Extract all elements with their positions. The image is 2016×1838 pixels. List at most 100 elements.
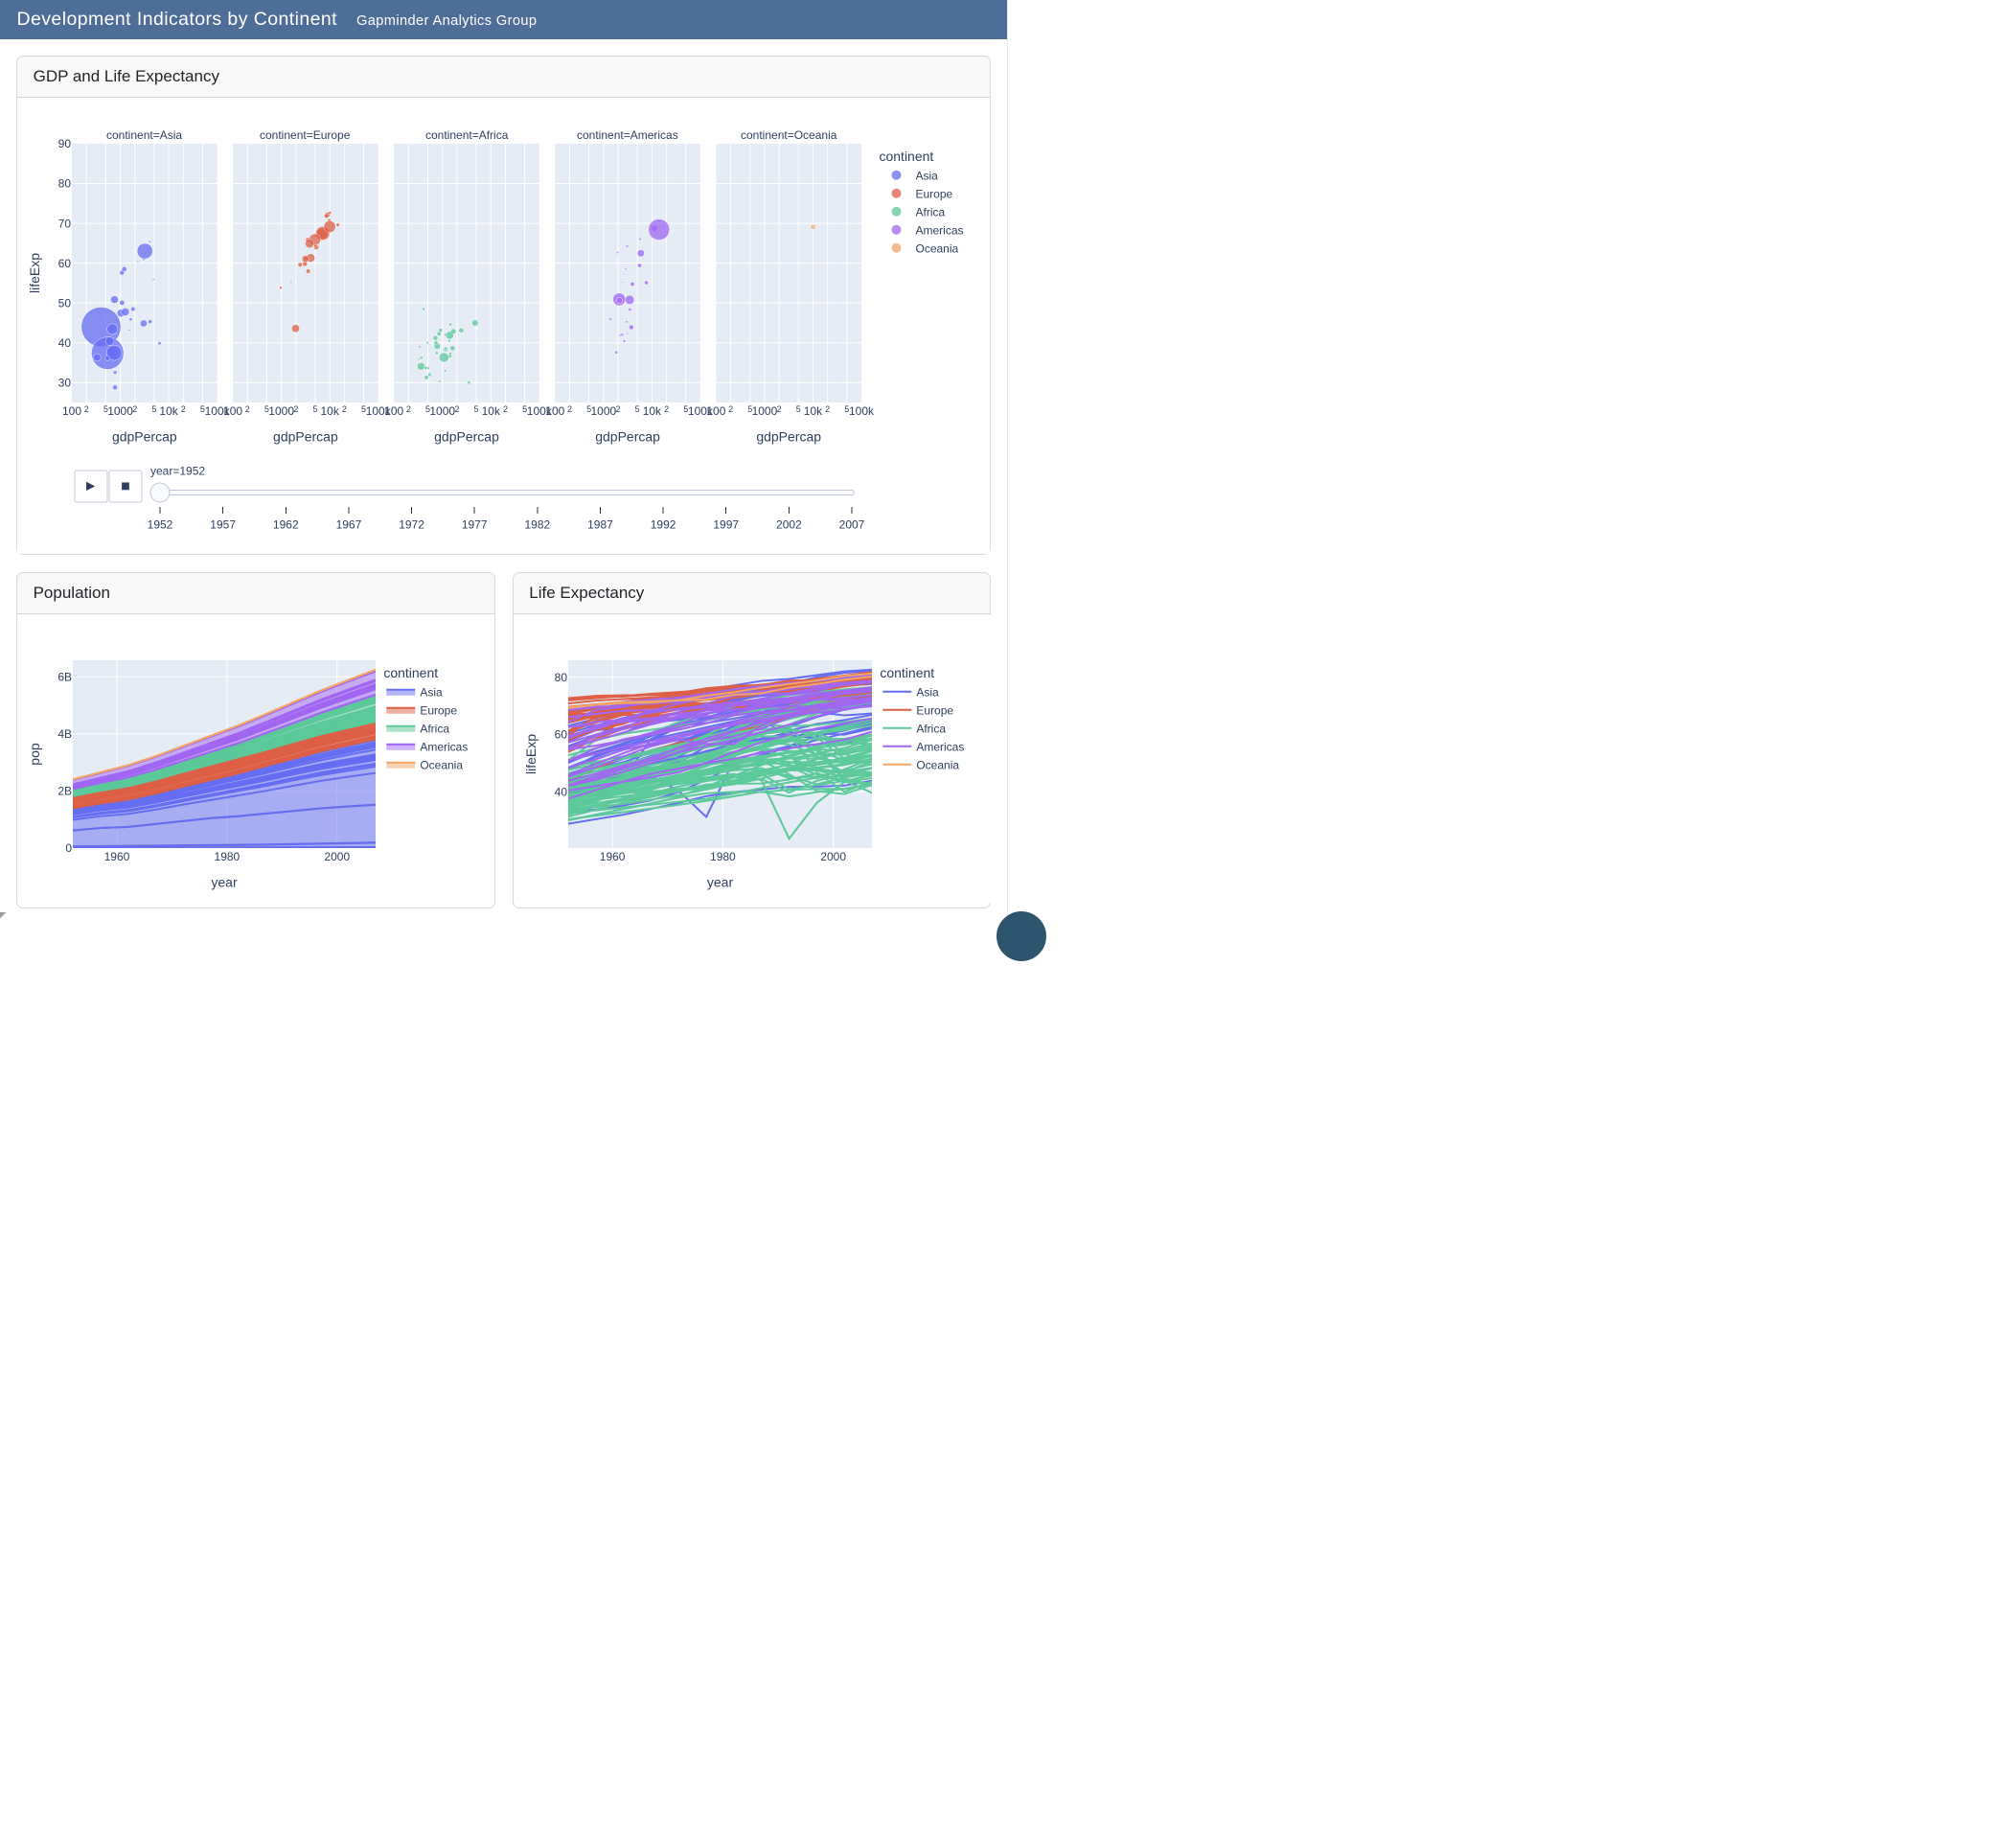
svg-text:2B: 2B: [57, 784, 72, 797]
svg-text:◼: ◼: [121, 479, 130, 493]
svg-text:1960: 1960: [599, 850, 625, 863]
svg-text:80: 80: [57, 177, 71, 191]
svg-text:continent: continent: [879, 149, 933, 164]
svg-text:2: 2: [245, 404, 250, 414]
svg-text:5: 5: [522, 404, 527, 414]
svg-text:2: 2: [503, 404, 508, 414]
svg-text:60: 60: [57, 257, 71, 270]
svg-text:5: 5: [683, 404, 688, 414]
svg-text:2: 2: [615, 404, 620, 414]
svg-text:Europe: Europe: [915, 187, 952, 200]
svg-text:5: 5: [151, 404, 156, 414]
svg-text:2: 2: [293, 404, 298, 414]
svg-text:Oceania: Oceania: [915, 241, 958, 255]
svg-text:5: 5: [103, 404, 108, 414]
svg-text:5: 5: [844, 404, 849, 414]
svg-text:50: 50: [57, 296, 71, 310]
svg-text:2: 2: [664, 404, 669, 414]
svg-text:Asia: Asia: [420, 685, 443, 699]
svg-text:5: 5: [473, 404, 478, 414]
svg-text:2: 2: [406, 404, 411, 414]
svg-text:1000: 1000: [107, 404, 133, 418]
svg-text:100: 100: [223, 404, 242, 418]
svg-text:1000: 1000: [429, 404, 455, 418]
svg-text:10k: 10k: [642, 404, 661, 418]
svg-text:Americas: Americas: [420, 740, 468, 753]
svg-text:40: 40: [57, 336, 71, 350]
svg-text:Oceania: Oceania: [916, 758, 959, 771]
svg-text:▶: ▶: [86, 479, 96, 493]
svg-text:year=1952: year=1952: [150, 465, 205, 478]
svg-text:4B: 4B: [57, 727, 72, 741]
svg-text:Oceania: Oceania: [420, 758, 463, 771]
svg-text:continent=Asia: continent=Asia: [106, 128, 182, 142]
svg-text:continent=Oceania: continent=Oceania: [741, 128, 837, 142]
svg-text:gdpPercap: gdpPercap: [112, 428, 177, 444]
svg-text:gdpPercap: gdpPercap: [595, 428, 660, 444]
svg-text:5: 5: [425, 404, 430, 414]
svg-text:Africa: Africa: [420, 722, 449, 735]
svg-text:gdpPercap: gdpPercap: [273, 428, 338, 444]
svg-text:100: 100: [384, 404, 403, 418]
svg-text:90: 90: [57, 137, 71, 150]
svg-text:5: 5: [264, 404, 269, 414]
svg-text:Asia: Asia: [915, 169, 938, 182]
svg-text:100k: 100k: [688, 404, 714, 418]
svg-text:6B: 6B: [57, 670, 72, 683]
svg-text:continent=Africa: continent=Africa: [425, 128, 509, 142]
svg-text:1000: 1000: [268, 404, 294, 418]
svg-text:5: 5: [586, 404, 591, 414]
svg-text:pop: pop: [27, 743, 42, 766]
svg-text:30: 30: [57, 376, 71, 389]
svg-text:2: 2: [776, 404, 781, 414]
svg-text:Asia: Asia: [916, 685, 939, 699]
svg-text:100k: 100k: [365, 404, 391, 418]
svg-text:year: year: [706, 874, 733, 889]
svg-text:80: 80: [554, 670, 567, 683]
svg-text:Europe: Europe: [420, 703, 457, 717]
svg-text:1000: 1000: [590, 404, 616, 418]
svg-text:continent: continent: [880, 665, 934, 680]
svg-text:100: 100: [545, 404, 564, 418]
svg-text:gdpPercap: gdpPercap: [756, 428, 821, 444]
svg-text:2: 2: [825, 404, 830, 414]
svg-text:2: 2: [454, 404, 459, 414]
svg-text:10k: 10k: [481, 404, 500, 418]
svg-text:2: 2: [83, 404, 88, 414]
svg-text:Americas: Americas: [915, 223, 963, 237]
svg-text:gdpPercap: gdpPercap: [434, 428, 499, 444]
svg-text:continent: continent: [383, 665, 438, 680]
svg-text:Africa: Africa: [916, 722, 946, 735]
svg-text:5: 5: [312, 404, 317, 414]
svg-text:continent=Americas: continent=Americas: [577, 128, 678, 142]
svg-text:2: 2: [567, 404, 572, 414]
svg-text:lifeExp: lifeExp: [27, 253, 42, 293]
svg-text:2: 2: [132, 404, 137, 414]
svg-text:year: year: [211, 874, 238, 889]
svg-text:2000: 2000: [324, 850, 350, 863]
svg-text:5: 5: [634, 404, 639, 414]
svg-text:100: 100: [706, 404, 725, 418]
svg-text:100: 100: [62, 404, 81, 418]
svg-text:continent=Europe: continent=Europe: [260, 128, 351, 142]
svg-text:10k: 10k: [804, 404, 823, 418]
svg-text:lifeExp: lifeExp: [523, 733, 538, 773]
svg-text:10k: 10k: [159, 404, 178, 418]
svg-text:5: 5: [796, 404, 801, 414]
svg-text:60: 60: [554, 727, 567, 741]
svg-text:Europe: Europe: [916, 703, 953, 717]
svg-text:100k: 100k: [849, 404, 875, 418]
svg-text:2: 2: [728, 404, 733, 414]
svg-text:1980: 1980: [214, 850, 240, 863]
svg-text:100k: 100k: [527, 404, 553, 418]
svg-text:Africa: Africa: [915, 205, 945, 218]
svg-text:1960: 1960: [103, 850, 129, 863]
svg-text:Americas: Americas: [916, 740, 964, 753]
svg-text:40: 40: [554, 785, 567, 798]
svg-text:0: 0: [65, 841, 72, 855]
svg-text:5: 5: [361, 404, 366, 414]
svg-text:2: 2: [342, 404, 347, 414]
svg-text:1980: 1980: [710, 850, 736, 863]
svg-text:2: 2: [181, 404, 186, 414]
svg-text:2000: 2000: [820, 850, 846, 863]
